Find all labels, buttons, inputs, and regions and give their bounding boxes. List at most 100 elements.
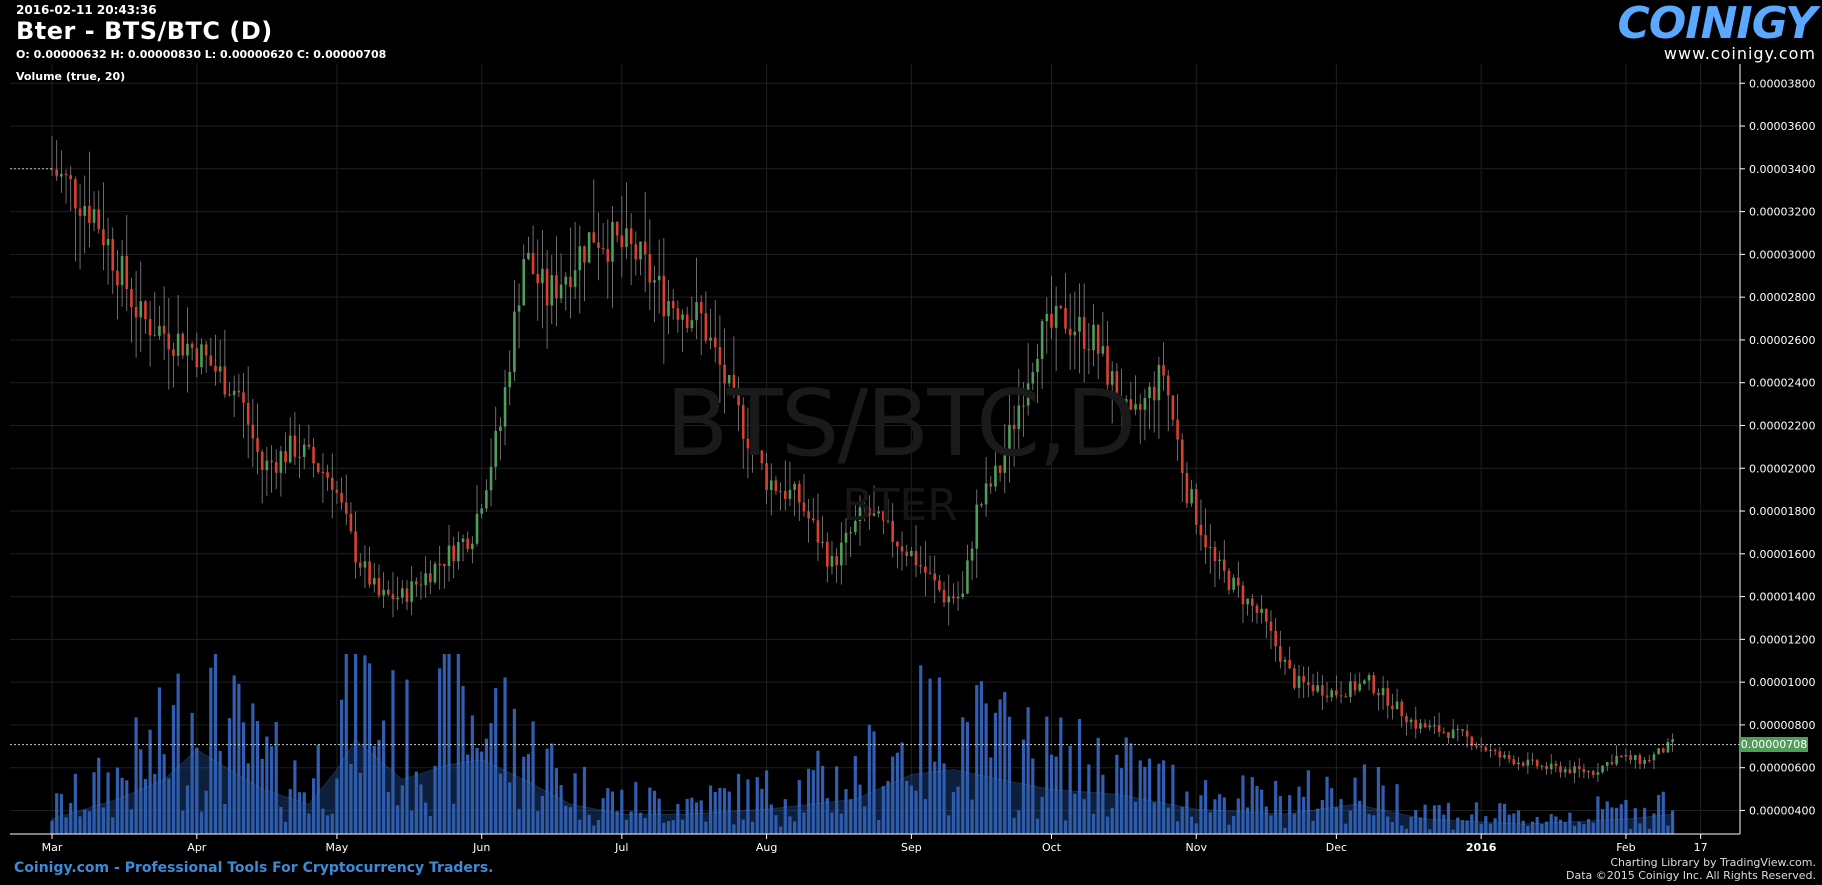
candle-body: [723, 364, 726, 384]
candle-body: [783, 491, 787, 499]
volume-bar: [1199, 795, 1203, 834]
candle-body: [368, 561, 371, 585]
candle-body: [288, 435, 292, 463]
candle-body: [597, 242, 600, 248]
candle-body: [994, 465, 997, 487]
volume-bar: [97, 757, 101, 834]
candle-body: [891, 520, 894, 542]
volume-bar: [993, 712, 998, 834]
candle-body: [1633, 755, 1637, 760]
volume-indicator-label[interactable]: Volume (true, 20): [16, 70, 126, 83]
volume-bar: [494, 688, 498, 834]
volume-bar: [1605, 801, 1609, 834]
volume-bar: [297, 792, 302, 834]
y-tick-label: 0.00001600: [1749, 548, 1815, 561]
volume-bar: [1376, 766, 1381, 834]
volume-bar: [807, 768, 811, 834]
volume-bar: [1306, 770, 1310, 834]
y-tick-label: 0.00001400: [1749, 591, 1815, 604]
volume-bar: [1423, 804, 1427, 834]
candle-body: [811, 518, 815, 521]
volume-bar: [1414, 810, 1418, 834]
volume-bar: [358, 772, 362, 834]
volume-bar: [816, 750, 820, 834]
candle-body: [78, 208, 82, 216]
candle-body: [256, 438, 259, 452]
candle-body: [980, 504, 983, 506]
volume-bar: [905, 780, 909, 834]
candle-body: [1185, 472, 1189, 504]
volume-bar: [708, 785, 713, 834]
volume-bar: [461, 685, 465, 834]
volume-bar: [914, 790, 918, 834]
x-tick-label: Mar: [42, 841, 63, 854]
volume-bar: [1465, 820, 1469, 834]
volume-bar: [185, 785, 190, 834]
volume-bar: [55, 793, 59, 834]
candle-body: [653, 280, 656, 283]
volume-bar: [1362, 764, 1366, 834]
candle-body: [1433, 725, 1436, 727]
candle-body: [620, 235, 624, 248]
y-tick-label: 0.00003800: [1749, 77, 1815, 90]
candle-body: [1008, 424, 1011, 453]
candle-body: [265, 460, 269, 471]
coinigy-logo[interactable]: COINIGY www.coinigy.com: [1618, 2, 1817, 64]
y-tick-label: 0.00002000: [1749, 462, 1815, 475]
volume-bar: [713, 792, 717, 834]
candle-body: [578, 246, 582, 271]
volume-bar: [1372, 815, 1376, 834]
candle-body: [517, 305, 521, 312]
volume-bar: [1278, 796, 1282, 834]
volume-bar: [1526, 825, 1530, 834]
volume-bar: [1087, 764, 1091, 834]
candle-body: [769, 480, 773, 491]
volume-bar: [559, 785, 563, 834]
candle-body: [1073, 331, 1077, 336]
volume-bar: [1488, 823, 1493, 834]
volume-bar: [531, 721, 535, 834]
volume-bar: [424, 802, 428, 834]
candlesticks: [50, 136, 1674, 783]
footer-tagline[interactable]: Coinigy.com - Professional Tools For Cry…: [14, 860, 494, 876]
volume-bar: [951, 792, 956, 834]
volume-bar: [1629, 829, 1633, 834]
candle-body: [788, 489, 792, 499]
volume-bars: [50, 654, 1675, 834]
volume-bar: [839, 813, 843, 834]
candle-body: [1349, 681, 1352, 697]
volume-bar: [1451, 829, 1455, 834]
volume-bar: [877, 819, 881, 834]
volume-bar: [64, 817, 68, 834]
candle-body: [840, 542, 843, 566]
x-tick-label: Jun: [472, 841, 490, 854]
volume-bar: [475, 747, 479, 834]
volume-bar: [1260, 789, 1264, 834]
x-tick-label: Feb: [1616, 841, 1635, 854]
candle-body: [1391, 705, 1394, 710]
volume-bar: [1456, 817, 1460, 834]
candle-body: [358, 562, 362, 568]
candle-body: [144, 301, 147, 320]
volume-bar: [1358, 800, 1362, 834]
candle-body: [779, 491, 782, 493]
candle-body: [1124, 399, 1128, 412]
candle-body: [363, 561, 367, 568]
candle-body: [1232, 577, 1235, 590]
volume-bar: [1442, 814, 1446, 834]
volume-bar: [489, 723, 493, 834]
footer-credit-tradingview[interactable]: Charting Library by TradingView.com.: [1610, 856, 1816, 869]
candle-body: [1050, 313, 1053, 328]
volume-bar: [741, 819, 745, 834]
candle-body: [765, 463, 768, 491]
candle-body: [826, 541, 829, 567]
candle-body: [1045, 313, 1049, 322]
candle-body: [928, 572, 932, 574]
volume-bar: [540, 795, 545, 834]
volume-bar: [1563, 822, 1567, 834]
volume-bar: [1189, 816, 1194, 834]
candle-body: [1610, 762, 1614, 765]
volume-bar: [1446, 802, 1451, 834]
volume-bar: [153, 773, 157, 834]
